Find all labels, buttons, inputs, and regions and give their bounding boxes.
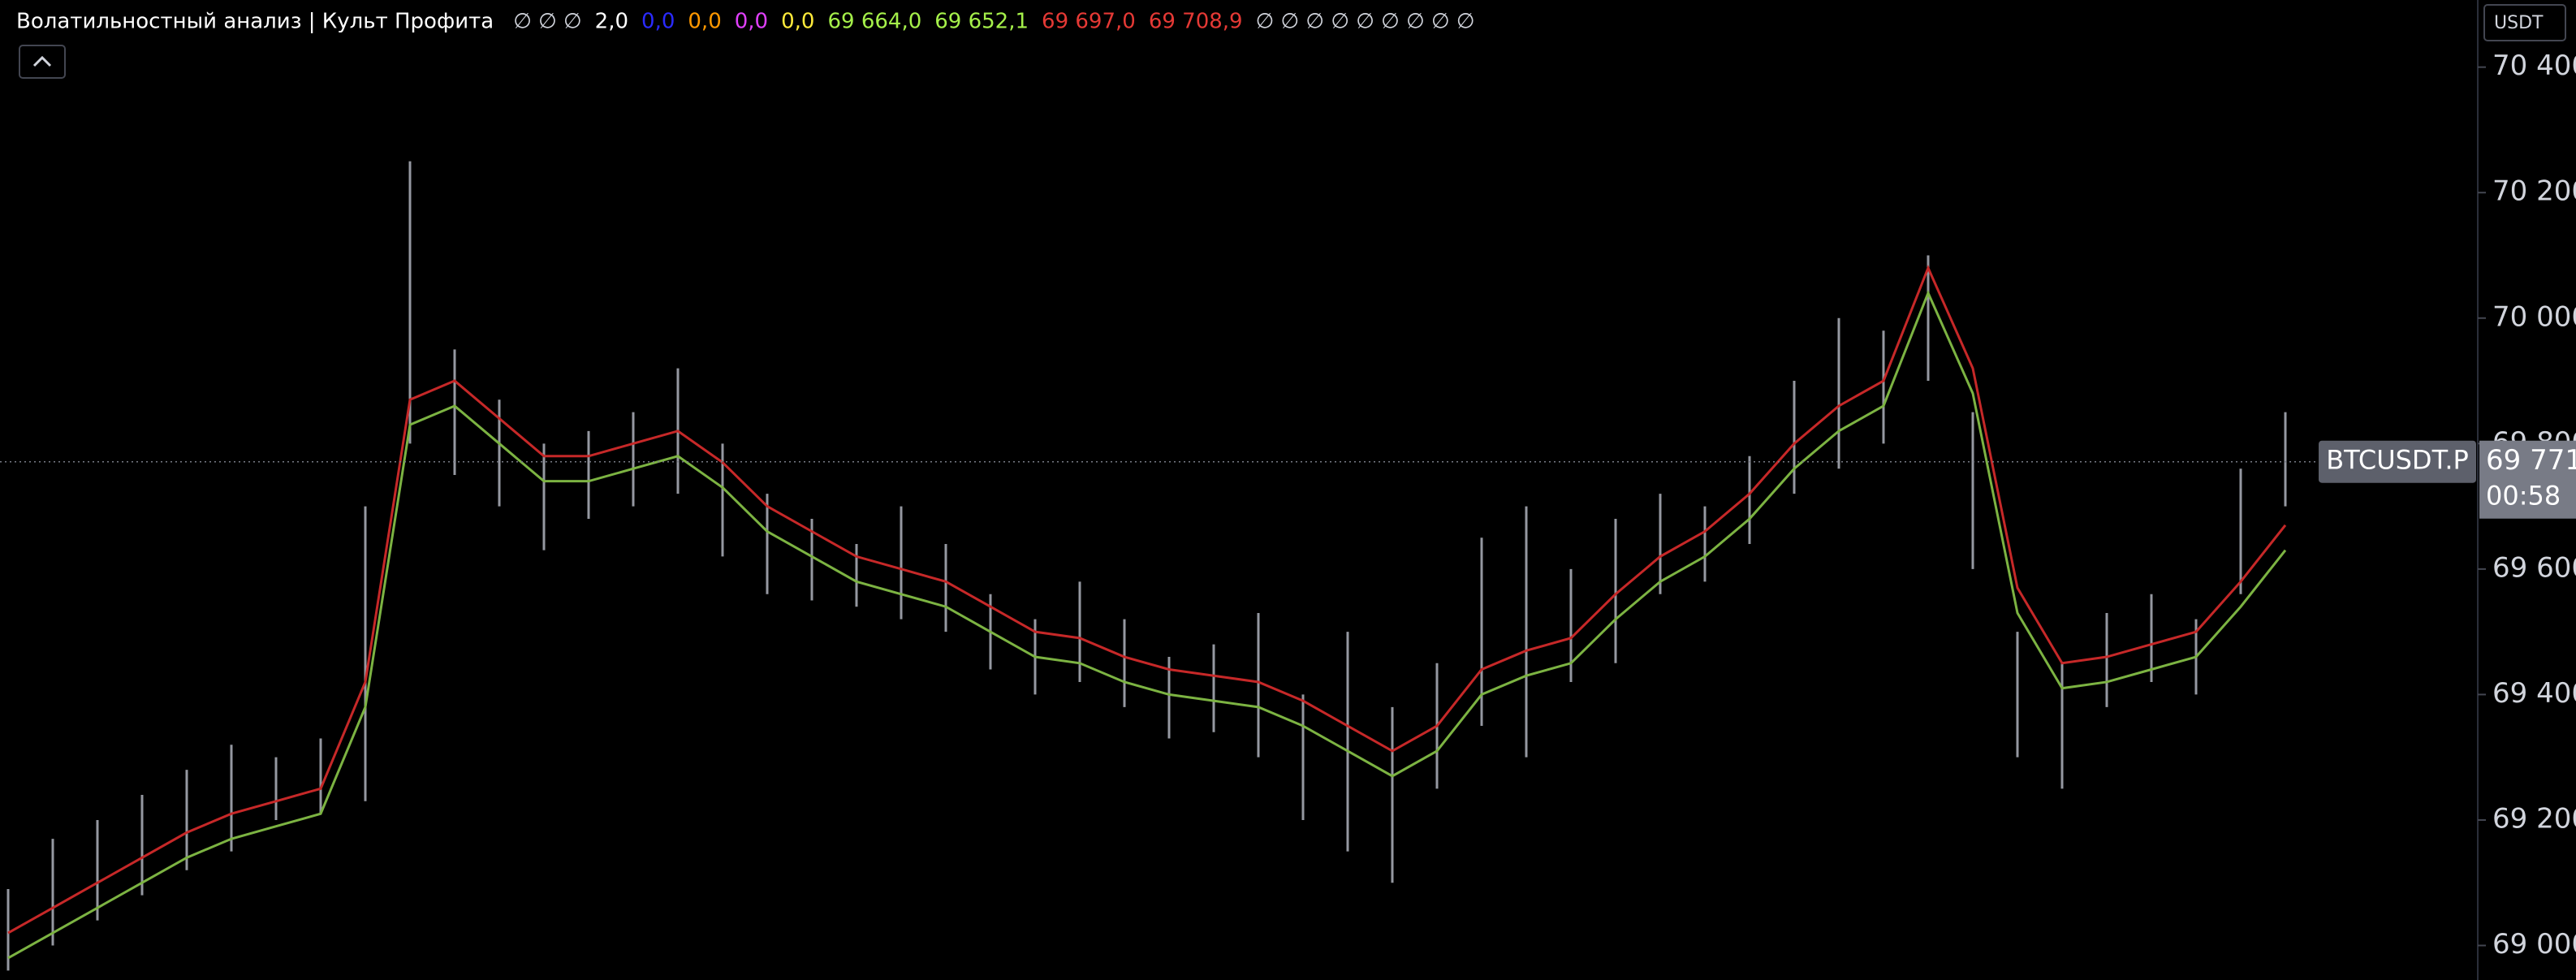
legend-value: 69 697,0 (1042, 10, 1136, 34)
band-line (7, 265, 2287, 935)
legend-value: 0,0 (688, 10, 721, 34)
legend-value: 2,0 (595, 10, 628, 34)
countdown: 00:58 (2486, 481, 2561, 512)
plot-area (6, 161, 2287, 971)
legend-value: 69 652,1 (934, 10, 1029, 34)
price-tag: 69 771 (2486, 444, 2576, 477)
legend-value: ∅ ∅ ∅ (513, 10, 581, 34)
collapse-button[interactable] (19, 45, 66, 79)
currency: USDT (2494, 13, 2544, 33)
y-tick-label: 70 200 (2492, 175, 2576, 208)
legend-value: 0,0 (641, 10, 675, 34)
y-tick-label: 69 000 (2492, 928, 2576, 961)
y-tick-label: 70 400 (2492, 50, 2576, 82)
legend-value: 69 708,9 (1149, 10, 1243, 34)
y-tick-label: 69 400 (2492, 677, 2576, 710)
currency-button[interactable] (2483, 4, 2566, 41)
collapse-icon (32, 55, 52, 67)
legend-value: 0,0 (781, 10, 814, 34)
legend-value: ∅ ∅ ∅ ∅ ∅ ∅ ∅ ∅ ∅ (1256, 10, 1475, 34)
legend-value: 69 664,0 (827, 10, 921, 34)
legend-value: 0,0 (735, 10, 768, 34)
band-line (7, 289, 2287, 960)
price-tag-bg (2479, 440, 2576, 519)
indicator-title: Волатильностный анализ | Культ Профита (16, 10, 494, 34)
symbol-tag: BTCUSDT.P (2326, 445, 2469, 476)
y-tick-label: 69 600 (2492, 551, 2576, 584)
symbol-tag-bg (2319, 440, 2476, 483)
y-tick-label: 69 200 (2492, 802, 2576, 835)
y-tick-label: 70 000 (2492, 300, 2576, 333)
